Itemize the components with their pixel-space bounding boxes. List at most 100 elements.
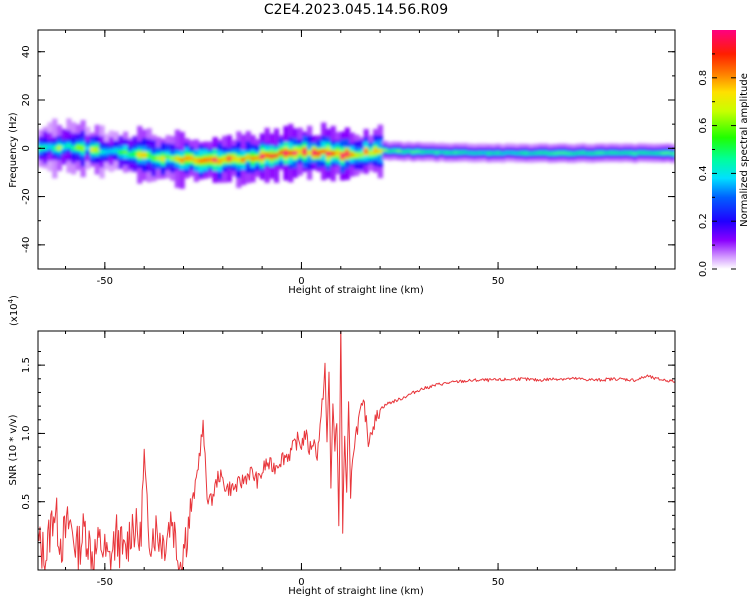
spectrogram-cell — [85, 146, 91, 150]
snr-series-line — [38, 331, 675, 570]
spectrogram-ytick-label: 20 — [21, 94, 32, 107]
colorbar-ticks: 0.0 0.2 0.4 0.6 0.8 — [698, 53, 736, 277]
spectrogram-cell — [165, 155, 171, 158]
spectrogram-cell — [349, 153, 355, 156]
spectrogram-cell — [184, 156, 190, 161]
spectrogram-cell — [552, 152, 558, 154]
spectrogram-cell — [264, 153, 270, 158]
snr-xtick-label: -50 — [97, 577, 113, 588]
spectrogram-cell — [330, 151, 336, 156]
spectrogram-cell — [283, 151, 289, 155]
spectrogram-cell — [641, 152, 648, 154]
spectrogram-cell — [292, 151, 299, 155]
spectrogram-cell — [457, 151, 464, 154]
spectrogram-cell — [66, 144, 72, 147]
spectrogram-cell — [670, 153, 675, 155]
spectrogram-cell — [665, 152, 671, 154]
spectrogram-cell — [396, 150, 402, 152]
spectrogram-xtick-label: 0 — [298, 276, 304, 287]
spectrogram-cell — [288, 151, 294, 155]
colorbar-tick-label: 0.2 — [698, 213, 709, 229]
spectrogram-cell — [646, 152, 653, 154]
spectrogram-cell — [89, 147, 96, 152]
spectrogram-cell — [217, 160, 223, 163]
spectrogram-cell — [278, 150, 284, 155]
snr-y-axis-label: SNR (10 * v/v) — [8, 414, 19, 485]
spectrogram-cell — [632, 152, 638, 155]
spectrogram-frame — [37, 29, 676, 270]
spectrogram-cell — [481, 152, 487, 154]
spectrogram-cell — [533, 152, 539, 154]
spectrogram-cell — [434, 151, 440, 154]
spectrogram-cell — [580, 152, 586, 154]
spectrogram-cell — [377, 149, 384, 154]
spectrogram-cell — [660, 152, 667, 154]
spectrogram-cell — [462, 151, 468, 153]
colorbar-gradient — [712, 30, 736, 269]
spectrogram-cell — [203, 158, 209, 162]
spectrogram-cell — [363, 149, 369, 153]
spectrogram-y-axis-label: Frequency (Hz) — [8, 112, 19, 188]
spectrogram-cell — [387, 150, 393, 152]
snr-y-multiplier: (x104) — [7, 295, 20, 326]
spectrogram-cell — [623, 152, 629, 154]
spectrogram-cell — [207, 157, 214, 162]
spectrogram-cell — [226, 157, 233, 160]
spectrogram-cell — [325, 152, 332, 155]
spectrogram-cell — [146, 153, 152, 157]
spectrogram-cell — [344, 152, 351, 155]
spectrogram-cell — [415, 150, 421, 153]
colorbar-tick-label: 0.0 — [698, 261, 709, 277]
spectrogram-cell — [443, 152, 450, 154]
spectrogram-cell — [608, 152, 615, 154]
spectrogram-cell — [250, 157, 256, 161]
spectrogram-cell — [273, 154, 280, 158]
spectrogram-cell — [656, 152, 662, 154]
snr-xtick-label: 0 — [298, 577, 304, 588]
spectrogram-cell — [373, 149, 379, 153]
spectrogram-cell — [566, 152, 572, 155]
spectrogram-cell — [335, 151, 341, 155]
spectrogram-cell — [382, 149, 388, 151]
spectrogram-cell — [47, 144, 53, 149]
spectrogram-cell — [122, 150, 129, 154]
spectrogram-cell — [311, 151, 317, 154]
snr-ytick-label: 1.0 — [21, 425, 32, 441]
snr-x-axis-label: Height of straight line (km) — [288, 586, 424, 597]
spectrogram-cell — [500, 152, 506, 155]
spectrogram-cell — [302, 150, 308, 153]
spectrogram-cell — [467, 152, 473, 154]
spectrogram-cell — [188, 156, 195, 161]
spectrogram-cell — [174, 157, 181, 160]
spectrogram-cell — [505, 151, 511, 154]
spectrogram-cell — [495, 152, 502, 154]
spectrogram-cell — [651, 152, 657, 154]
spectrogram-x-axis-label: Height of straight line (km) — [288, 285, 424, 296]
spectrogram-cell — [585, 152, 591, 154]
spectrogram-cell — [212, 158, 218, 162]
spectrogram-cell — [321, 150, 327, 153]
spectrogram-cell — [476, 152, 483, 154]
spectrogram-cell — [354, 154, 360, 157]
snr-ytick-label: 1.5 — [21, 357, 32, 373]
spectrogram-cell — [410, 151, 417, 153]
spectrogram-cell — [538, 152, 544, 154]
spectrogram-cell — [259, 154, 266, 159]
colorbar-tick-label: 0.6 — [698, 118, 709, 134]
spectrogram-cell — [61, 145, 67, 149]
spectrogram-cell — [231, 156, 237, 161]
colorbar-label: Normalized spectral amplitude — [739, 73, 750, 227]
spectrogram-cell — [56, 146, 63, 150]
spectrogram-cell — [542, 152, 549, 154]
spectrogram-cell — [155, 156, 162, 160]
snr-ytick-label: 0.5 — [21, 494, 32, 510]
spectrogram-cell — [137, 152, 143, 157]
snr-panel: -50 0 50 0.5 1.0 1.5 Height of straight line … — [7, 295, 676, 597]
spectrogram-cell — [269, 154, 275, 158]
spectrogram-cell — [179, 159, 185, 162]
spectrogram-cell — [118, 150, 124, 155]
spectrogram-cell — [358, 153, 365, 157]
spectrogram-cell — [439, 151, 445, 153]
spectrogram-cell — [113, 149, 119, 152]
